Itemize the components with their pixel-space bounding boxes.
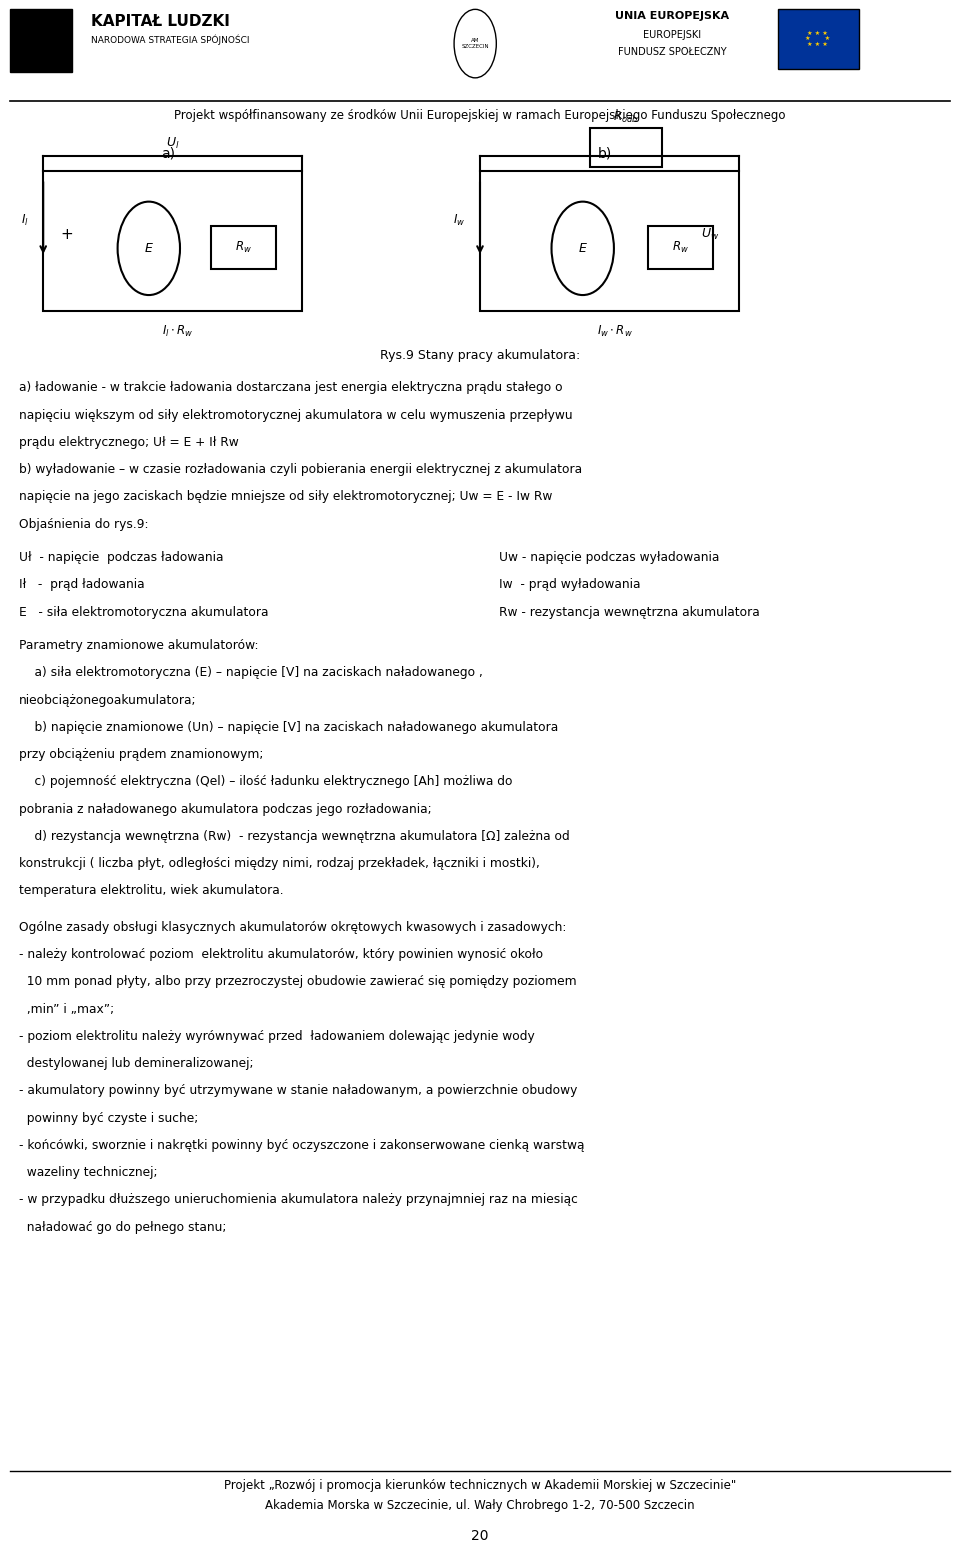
Text: $R_w$: $R_w$ <box>672 240 689 255</box>
Text: c) pojemność elektryczna (Qel) – ilość ładunku elektrycznego [Ah] możliwa do: c) pojemność elektryczna (Qel) – ilość ł… <box>19 775 513 788</box>
Text: Iw  - prąd wyładowania: Iw - prąd wyładowania <box>499 579 640 592</box>
Text: $I_w \cdot R_w$: $I_w \cdot R_w$ <box>596 324 633 339</box>
Text: Ił   -  prąd ładowania: Ił - prąd ładowania <box>19 579 145 592</box>
Text: Projekt „Rozwój i promocja kierunków technicznych w Akademii Morskiej w Szczecin: Projekt „Rozwój i promocja kierunków tec… <box>224 1479 736 1492</box>
Text: Rw - rezystancja wewnętrzna akumulatora: Rw - rezystancja wewnętrzna akumulatora <box>499 606 760 618</box>
Text: $E$: $E$ <box>578 241 588 255</box>
Bar <box>648 226 713 269</box>
Text: 20: 20 <box>471 1529 489 1543</box>
Text: FUNDUSZ SPOŁECZNY: FUNDUSZ SPOŁECZNY <box>617 47 727 56</box>
Text: UNIA EUROPEJSKA: UNIA EUROPEJSKA <box>615 11 729 20</box>
Text: b) wyładowanie – w czasie rozładowania czyli pobierania energii elektrycznej z a: b) wyładowanie – w czasie rozładowania c… <box>19 464 583 476</box>
Text: $I_w$: $I_w$ <box>453 213 466 227</box>
Text: nieobciążonegoakumulatora;: nieobciążonegoakumulatora; <box>19 694 197 707</box>
Text: a): a) <box>161 146 175 160</box>
Text: 10 mm ponad płyty, albo przy przezroczystej obudowie zawierać się pomiędzy pozio: 10 mm ponad płyty, albo przy przezroczys… <box>19 975 577 989</box>
Bar <box>590 128 662 167</box>
Text: Uw - napięcie podczas wyładowania: Uw - napięcie podczas wyładowania <box>499 551 720 564</box>
Text: naładować go do pełnego stanu;: naładować go do pełnego stanu; <box>19 1221 227 1233</box>
Text: przy obciążeniu prądem znamionowym;: przy obciążeniu prądem znamionowym; <box>19 747 264 761</box>
Text: $U_l$: $U_l$ <box>166 135 180 151</box>
Text: - końcówki, sworznie i nakrętki powinny być oczyszczone i zakonserwowane cienką : - końcówki, sworznie i nakrętki powinny … <box>19 1140 585 1152</box>
Text: NARODOWA STRATEGIA SPÓJNOŚCI: NARODOWA STRATEGIA SPÓJNOŚCI <box>91 34 250 45</box>
Text: a) ładowanie - w trakcie ładowania dostarczana jest energia elektryczna prądu st: a) ładowanie - w trakcie ładowania dosta… <box>19 381 563 394</box>
Text: Ogólne zasady obsługi klasycznych akumulatorów okrętowych kwasowych i zasadowych: Ogólne zasady obsługi klasycznych akumul… <box>19 922 566 934</box>
Text: Projekt współfinansowany ze środków Unii Europejskiej w ramach Europejskiego Fun: Projekt współfinansowany ze środków Unii… <box>175 109 785 121</box>
Text: Uł  - napięcie  podczas ładowania: Uł - napięcie podczas ładowania <box>19 551 224 564</box>
Text: $R_w$: $R_w$ <box>235 240 252 255</box>
Text: KAPITAŁ LUDZKI: KAPITAŁ LUDZKI <box>91 14 230 30</box>
Text: powinny być czyste i suche;: powinny być czyste i suche; <box>19 1112 199 1124</box>
Bar <box>43 171 302 311</box>
Text: - należy kontrolować poziom  elektrolitu akumulatorów, który powinien wynosić ok: - należy kontrolować poziom elektrolitu … <box>19 948 543 961</box>
Text: $I_l \cdot R_w$: $I_l \cdot R_w$ <box>162 324 193 339</box>
Text: $E$: $E$ <box>144 241 154 255</box>
Text: - w przypadku dłuższego unieruchomienia akumulatora należy przynajmniej raz na m: - w przypadku dłuższego unieruchomienia … <box>19 1194 578 1207</box>
Text: temperatura elektrolitu, wiek akumulatora.: temperatura elektrolitu, wiek akumulator… <box>19 884 284 897</box>
Text: - poziom elektrolitu należy wyrównywać przed  ładowaniem dolewając jedynie wody: - poziom elektrolitu należy wyrównywać p… <box>19 1031 535 1043</box>
Text: Objaśnienia do rys.9:: Objaśnienia do rys.9: <box>19 518 149 531</box>
Text: AM
SZCZECIN: AM SZCZECIN <box>462 39 489 48</box>
Text: wazeliny technicznej;: wazeliny technicznej; <box>19 1166 157 1179</box>
Bar <box>211 226 276 269</box>
Text: Akademia Morska w Szczecinie, ul. Wały Chrobrego 1-2, 70-500 Szczecin: Akademia Morska w Szczecinie, ul. Wały C… <box>265 1499 695 1512</box>
Bar <box>480 171 739 311</box>
Text: d) rezystancja wewnętrzna (Rw)  - rezystancja wewnętrzna akumulatora [Ω] zależna: d) rezystancja wewnętrzna (Rw) - rezysta… <box>19 830 570 842</box>
Text: Rys.9 Stany pracy akumulatora:: Rys.9 Stany pracy akumulatora: <box>380 349 580 361</box>
Bar <box>10 9 72 72</box>
Text: ★ ★ ★
★       ★
★ ★ ★: ★ ★ ★ ★ ★ ★ ★ ★ <box>805 31 830 47</box>
Text: +: + <box>60 227 74 241</box>
Text: $U_w$: $U_w$ <box>701 227 720 241</box>
Text: napięcie na jego zaciskach będzie mniejsze od siły elektromotorycznej; Uw = E - : napięcie na jego zaciskach będzie mniejs… <box>19 490 553 503</box>
Text: pobrania z naładowanego akumulatora podczas jego rozładowania;: pobrania z naładowanego akumulatora podc… <box>19 803 432 816</box>
Text: $I_l$: $I_l$ <box>21 213 29 227</box>
Text: a) siła elektromotoryczna (E) – napięcie [V] na zaciskach naładowanego ,: a) siła elektromotoryczna (E) – napięcie… <box>19 666 483 679</box>
Text: EUROPEJSKI: EUROPEJSKI <box>643 30 701 39</box>
Text: E   - siła elektromotoryczna akumulatora: E - siła elektromotoryczna akumulatora <box>19 606 269 618</box>
Text: napięciu większym od siły elektromotorycznej akumulatora w celu wymuszenia przep: napięciu większym od siły elektromotoryc… <box>19 408 573 422</box>
Text: prądu elektrycznego; Uł = E + Ił Rw: prądu elektrycznego; Uł = E + Ił Rw <box>19 436 239 448</box>
Text: - akumulatory powinny być utrzymywane w stanie naładowanym, a powierzchnie obudo: - akumulatory powinny być utrzymywane w … <box>19 1085 578 1098</box>
Text: ‚min” i „max”;: ‚min” i „max”; <box>19 1003 114 1015</box>
Text: Parametry znamionowe akumulatorów:: Parametry znamionowe akumulatorów: <box>19 640 258 652</box>
Bar <box>778 9 859 69</box>
Text: destylowanej lub demineralizowanej;: destylowanej lub demineralizowanej; <box>19 1057 253 1070</box>
Text: konstrukcji ( liczba płyt, odległości między nimi, rodzaj przekładek, łączniki i: konstrukcji ( liczba płyt, odległości mi… <box>19 856 540 870</box>
Text: b): b) <box>598 146 612 160</box>
Text: b) napięcie znamionowe (Un) – napięcie [V] na zaciskach naładowanego akumulatora: b) napięcie znamionowe (Un) – napięcie [… <box>19 721 559 733</box>
Text: $R_{odb}$: $R_{odb}$ <box>613 109 638 125</box>
